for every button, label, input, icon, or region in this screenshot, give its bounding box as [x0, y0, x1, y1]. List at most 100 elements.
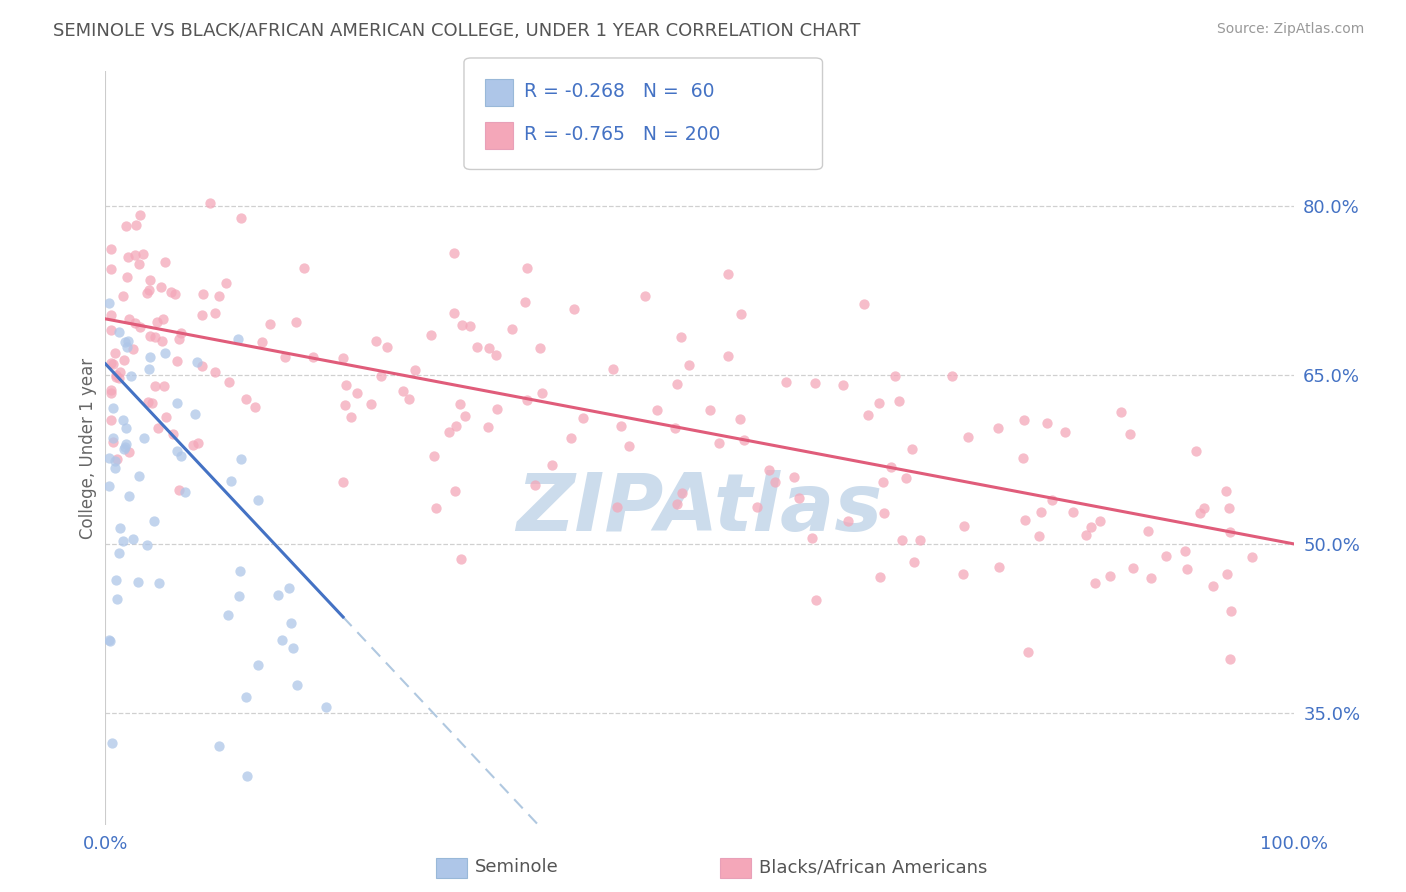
Point [229, 452, 252, 467]
Point [143, 330, 166, 344]
Point [160, 285, 183, 299]
Point [98, 479, 121, 493]
Point [516, 392, 538, 407]
Point [271, 633, 294, 648]
Point [98, 633, 121, 648]
Point [100, 242, 122, 256]
Point [1218, 501, 1240, 516]
Point [477, 420, 499, 434]
Point [678, 359, 700, 373]
Point [1080, 519, 1102, 533]
Point [530, 385, 553, 400]
Point [446, 418, 468, 433]
Point [1062, 505, 1084, 519]
Point [1192, 501, 1215, 516]
Point [129, 208, 152, 222]
Point [108, 371, 131, 385]
Point [562, 301, 585, 316]
Point [1137, 524, 1160, 539]
Point [274, 350, 297, 364]
Point [285, 315, 308, 329]
Point [183, 407, 205, 421]
Point [101, 736, 124, 750]
Text: Blacks/African Americans: Blacks/African Americans [759, 858, 987, 876]
Point [121, 532, 143, 546]
Point [167, 483, 190, 497]
Point [987, 421, 1010, 435]
Point [142, 514, 165, 528]
Point [1241, 550, 1264, 565]
Point [183, 438, 205, 452]
Point [804, 376, 827, 390]
Point [728, 411, 751, 425]
Point [100, 383, 122, 397]
Text: ZIPAtlas: ZIPAtlas [516, 469, 883, 548]
Point [115, 437, 138, 451]
Point [952, 519, 974, 533]
Point [852, 297, 875, 311]
Point [101, 401, 124, 416]
Point [617, 439, 640, 453]
Point [572, 410, 595, 425]
Point [204, 365, 226, 379]
Point [883, 368, 905, 383]
Point [758, 463, 780, 477]
Point [150, 334, 173, 348]
Point [1012, 450, 1035, 465]
Point [219, 474, 242, 488]
Text: Seminole: Seminole [475, 858, 560, 876]
Point [100, 261, 122, 276]
Point [315, 700, 337, 714]
Point [190, 359, 212, 373]
Point [162, 427, 184, 442]
Point [404, 363, 426, 377]
Point [259, 317, 281, 331]
Point [152, 312, 174, 326]
Point [1122, 561, 1144, 575]
Point [775, 375, 797, 389]
Point [111, 413, 134, 427]
Point [837, 514, 859, 528]
Point [420, 328, 443, 343]
Point [129, 319, 152, 334]
Point [124, 316, 146, 330]
Point [146, 421, 169, 435]
Point [1219, 524, 1241, 539]
Point [671, 330, 693, 344]
Point [529, 341, 551, 355]
Point [606, 500, 628, 514]
Point [894, 470, 917, 484]
Point [717, 267, 740, 281]
Point [100, 355, 122, 369]
Point [1054, 425, 1077, 439]
Point [112, 442, 135, 456]
Point [370, 368, 392, 383]
Point [485, 347, 508, 361]
Point [1119, 427, 1142, 442]
Point [1185, 444, 1208, 458]
Point [170, 326, 193, 341]
Point [128, 257, 150, 271]
Point [1216, 566, 1239, 581]
Point [98, 634, 121, 648]
Point [100, 308, 122, 322]
Point [671, 486, 693, 500]
Point [243, 400, 266, 414]
Point [956, 430, 979, 444]
Point [908, 533, 931, 547]
Point [423, 449, 446, 463]
Point [217, 608, 239, 623]
Point [141, 395, 163, 409]
Point [450, 318, 472, 332]
Point [332, 475, 354, 489]
Point [856, 408, 879, 422]
Point [903, 555, 925, 569]
Point [111, 289, 134, 303]
Point [1090, 514, 1112, 528]
Point [1219, 652, 1241, 666]
Point [292, 261, 315, 276]
Point [900, 442, 922, 456]
Point [135, 538, 157, 552]
Point [153, 254, 176, 268]
Point [174, 484, 197, 499]
